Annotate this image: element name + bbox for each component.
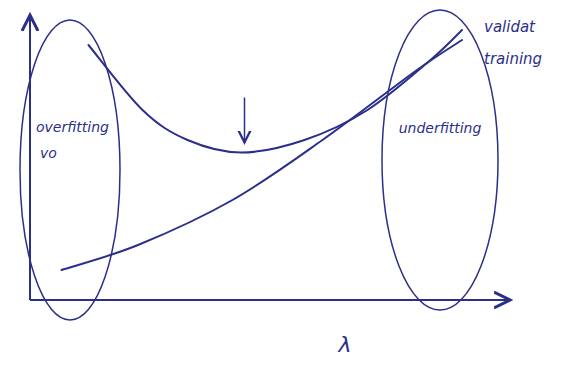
annotation: overfitting: [36, 119, 109, 135]
plot-area: [62, 30, 463, 270]
annotation: underfitting: [399, 120, 482, 136]
chart: validat training overfitting vo underfitting…: [0, 0, 564, 371]
series-line: [62, 40, 463, 270]
series-label: training: [484, 50, 542, 68]
x-axis-title: λ: [337, 332, 351, 357]
chart-root: validat training overfitting vo underfitting…: [0, 0, 564, 371]
annotation: vo: [40, 145, 57, 161]
min-arrow: [244, 98, 246, 143]
series-label: validat: [484, 18, 536, 36]
x-axis: [30, 299, 510, 301]
